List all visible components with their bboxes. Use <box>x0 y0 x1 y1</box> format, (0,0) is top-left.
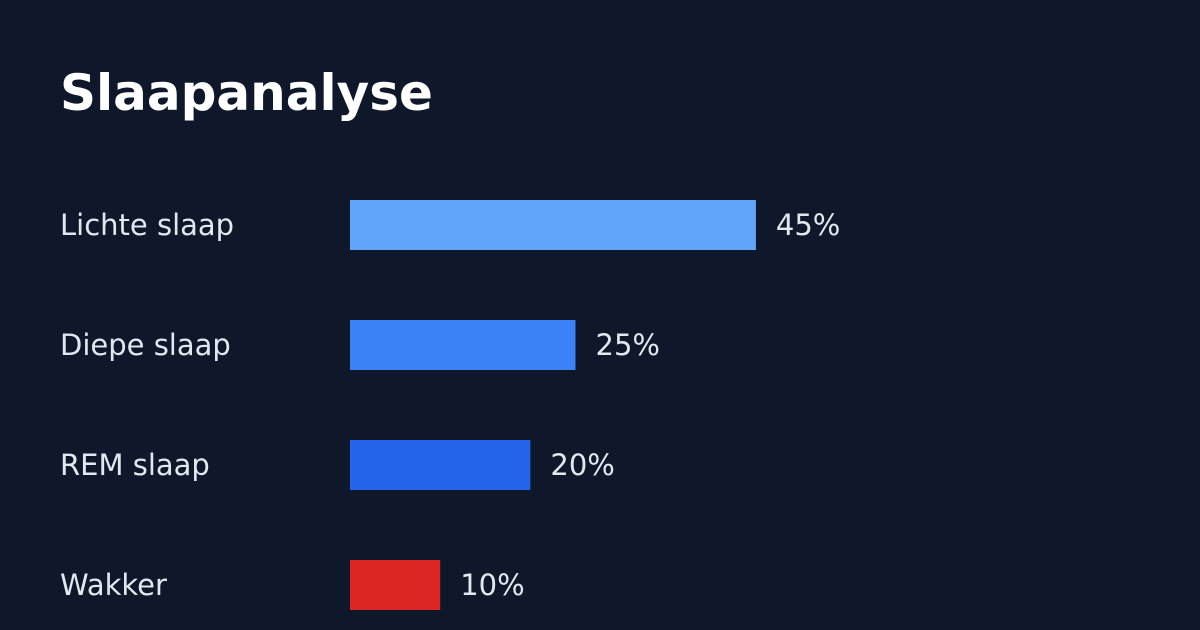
bar <box>350 320 576 370</box>
chart-title: Slaapanalyse <box>60 64 433 122</box>
value-label: 20% <box>550 448 614 482</box>
category-label: Lichte slaap <box>60 208 234 242</box>
category-label: REM slaap <box>60 448 210 482</box>
bar <box>350 200 756 250</box>
value-label: 45% <box>776 208 840 242</box>
value-label: 25% <box>596 328 660 362</box>
bar <box>350 440 531 490</box>
value-label: 10% <box>460 568 524 602</box>
bar <box>350 560 441 610</box>
category-label: Wakker <box>60 568 167 602</box>
category-label: Diepe slaap <box>60 328 231 362</box>
